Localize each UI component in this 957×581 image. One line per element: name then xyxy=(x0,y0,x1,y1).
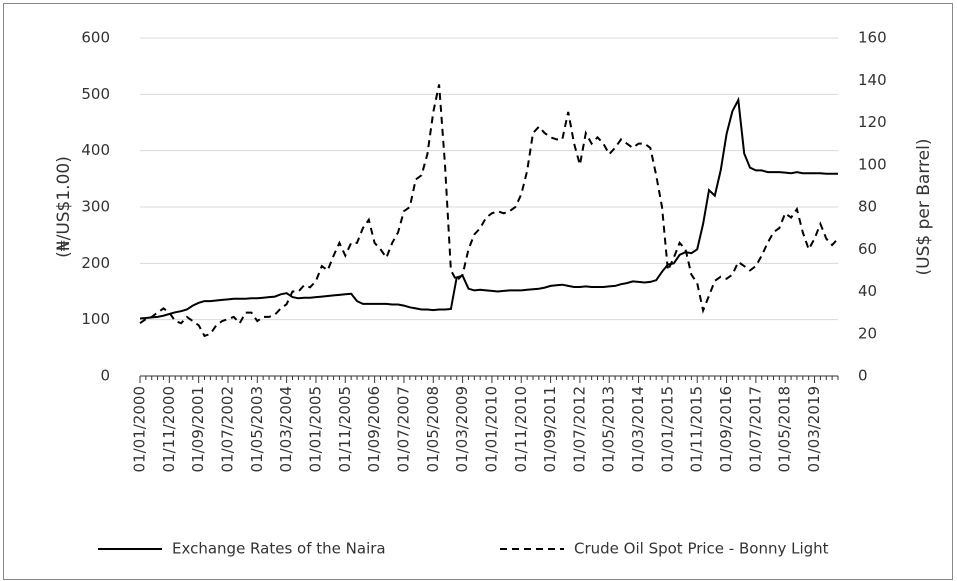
x-tick-label: 01/11/2000 xyxy=(160,386,178,472)
y2-tick-label: 0 xyxy=(858,367,868,385)
chart-border xyxy=(3,3,953,580)
y-tick-label: 100 xyxy=(81,310,110,328)
x-tick-label: 01/05/2003 xyxy=(248,386,266,472)
series-line xyxy=(139,84,839,338)
x-tick-label: 01/09/2011 xyxy=(541,386,559,472)
x-tick-label: 01/01/2005 xyxy=(306,386,324,472)
x-tick-label: 01/03/2014 xyxy=(629,386,647,472)
x-tick-label: 01/09/2001 xyxy=(189,386,207,472)
x-tick-label: 01/03/2004 xyxy=(277,386,295,472)
y2-tick-label: 20 xyxy=(858,324,877,342)
x-tick-label: 01/05/2008 xyxy=(424,386,442,472)
y2-axis-title: (US$ per Barrel) xyxy=(914,139,934,276)
y-tick-label: 600 xyxy=(81,29,110,47)
x-tick-label: 01/11/2015 xyxy=(688,386,706,472)
y2-tick-label: 160 xyxy=(858,29,887,47)
y2-tick-label: 100 xyxy=(858,155,887,173)
y2-tick-label: 40 xyxy=(858,282,877,300)
x-tick-label: 01/09/2006 xyxy=(365,386,383,472)
x-tick-label: 01/01/2000 xyxy=(131,386,149,472)
x-tick-label: 01/03/2009 xyxy=(453,386,471,472)
y-tick-label: 500 xyxy=(81,85,110,103)
x-tick-label: 01/05/2018 xyxy=(776,386,794,472)
legend-label: Crude Oil Spot Price - Bonny Light xyxy=(574,540,829,558)
series-line xyxy=(139,96,838,320)
y-tick-label: 400 xyxy=(81,141,110,159)
x-tick-label: 01/01/2015 xyxy=(658,386,676,472)
y-tick-label: 0 xyxy=(100,367,110,385)
y-tick-label: 300 xyxy=(81,198,110,216)
x-tick-label: 01/05/2013 xyxy=(600,386,618,472)
x-tick-label: 01/11/2010 xyxy=(512,386,530,472)
y2-tick-label: 60 xyxy=(858,240,877,258)
x-tick-label: 01/07/2012 xyxy=(570,386,588,472)
x-tick-label: 01/07/2007 xyxy=(394,386,412,472)
x-tick-label: 01/03/2019 xyxy=(805,386,823,472)
x-tick-label: 01/01/2010 xyxy=(482,386,500,472)
x-tick-label: 01/09/2016 xyxy=(717,386,735,472)
x-tick-label: 01/07/2017 xyxy=(746,386,764,472)
y-axis-title: (₦/US$1.00) xyxy=(54,156,74,258)
y2-tick-label: 120 xyxy=(858,113,887,131)
y2-tick-label: 80 xyxy=(858,198,877,216)
x-tick-label: 01/07/2002 xyxy=(218,386,236,472)
x-tick-label: 01/11/2005 xyxy=(336,386,354,472)
y2-tick-label: 140 xyxy=(858,71,887,89)
legend-label: Exchange Rates of the Naira xyxy=(172,540,386,558)
y-tick-label: 200 xyxy=(81,254,110,272)
